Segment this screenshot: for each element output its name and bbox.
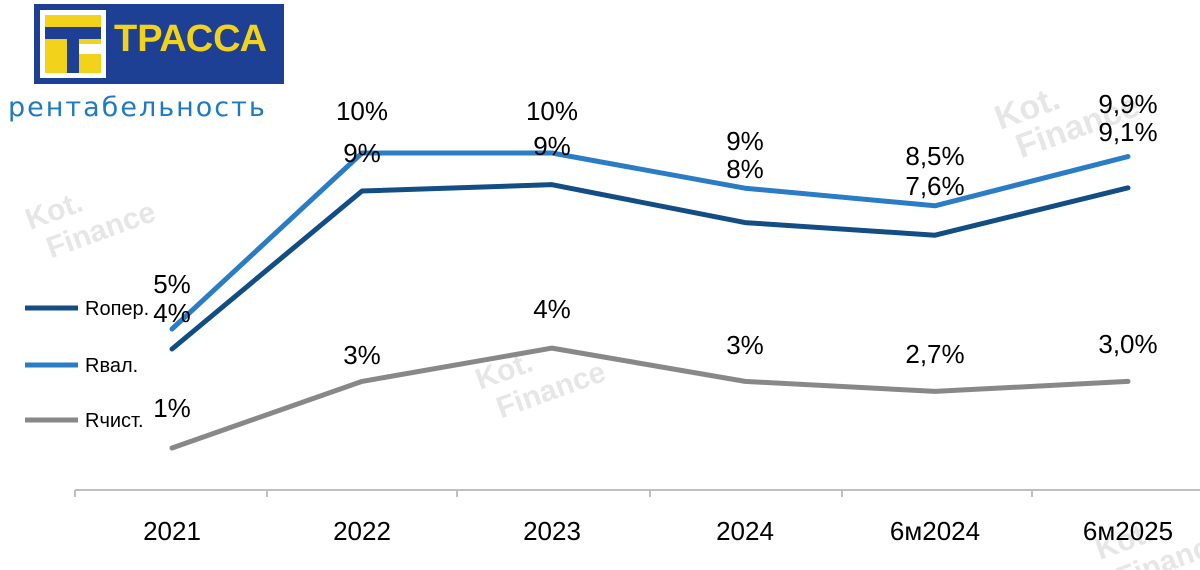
trassa-logo-mark-icon (40, 10, 106, 78)
data-label: 8% (726, 154, 764, 184)
data-label: 3% (343, 340, 381, 370)
data-label: 4% (153, 298, 191, 328)
data-label: 4% (533, 294, 571, 324)
legend: Rопер. Rвал. Rчист. (25, 298, 149, 432)
legend-label: Rопер. (85, 298, 149, 320)
chart-subtitle: рентабельность (8, 92, 267, 123)
data-label: 5% (153, 269, 191, 299)
x-tick-label: 2021 (143, 516, 201, 546)
x-tick-label: 6м2024 (890, 516, 980, 546)
data-label: 9,9% (1098, 89, 1157, 119)
x-tick-label: 2022 (333, 516, 391, 546)
legend-label: Rчист. (85, 410, 144, 432)
x-axis: 2021 2022 2023 2024 6м2024 6м2025 (74, 489, 1200, 546)
series-lines (169, 150, 1131, 451)
x-tick-label: 2023 (523, 516, 581, 546)
data-label: 7,6% (905, 171, 964, 201)
series-line (169, 345, 1131, 451)
data-label: 1% (153, 393, 191, 423)
series-line (169, 182, 1131, 352)
data-label: 10% (336, 96, 388, 126)
data-label: 3% (726, 330, 764, 360)
data-label: 9% (343, 138, 381, 168)
data-label: 3,0% (1098, 329, 1157, 359)
legend-label: Rвал. (85, 355, 138, 377)
data-labels: 4%9% 9%8%7,6%9,1%5%10% 10%9% 8,5%9,9%1%3%4%… (153, 89, 1157, 423)
brand-name: ТРАССА (114, 18, 268, 60)
x-tick-label: 6м2025 (1083, 516, 1173, 546)
data-label: 9% (533, 131, 571, 161)
x-tick-label: 2024 (716, 516, 774, 546)
company-logo: ТРАССА (34, 4, 284, 84)
series-line (169, 150, 1131, 332)
data-label: 9% (726, 126, 764, 156)
data-label: 9,1% (1098, 117, 1157, 147)
data-label: 10% (526, 96, 578, 126)
data-label: 2,7% (905, 339, 964, 369)
data-label: 8,5% (905, 141, 964, 171)
